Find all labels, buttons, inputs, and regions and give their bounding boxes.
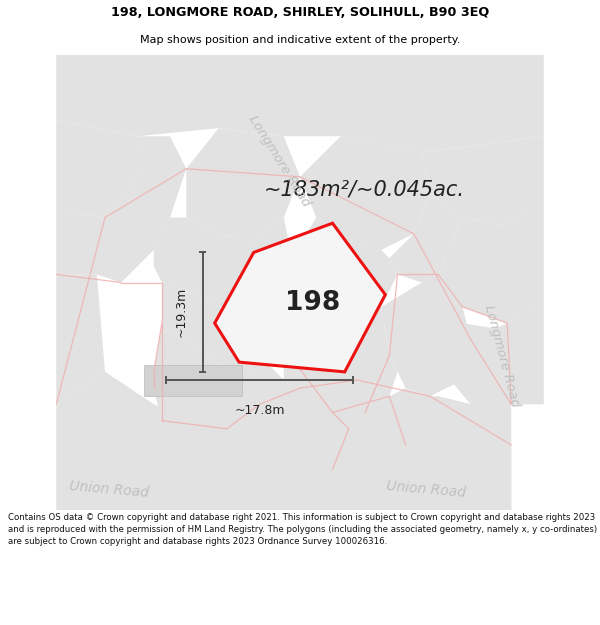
Text: ~17.8m: ~17.8m <box>234 404 284 418</box>
Text: 198: 198 <box>284 290 340 316</box>
Polygon shape <box>56 372 170 510</box>
Polygon shape <box>470 299 544 404</box>
Polygon shape <box>438 201 544 323</box>
Text: Longmore Road: Longmore Road <box>482 303 521 408</box>
Text: Contains OS data © Crown copyright and database right 2021. This information is : Contains OS data © Crown copyright and d… <box>8 514 597 546</box>
Text: Union Road: Union Road <box>386 479 466 500</box>
Text: Map shows position and indicative extent of the property.: Map shows position and indicative extent… <box>140 34 460 44</box>
Polygon shape <box>56 136 186 282</box>
Polygon shape <box>154 323 349 486</box>
Polygon shape <box>430 323 511 445</box>
Polygon shape <box>422 136 544 226</box>
Polygon shape <box>389 193 463 282</box>
Polygon shape <box>144 366 241 396</box>
Polygon shape <box>105 372 292 510</box>
Text: ~19.3m: ~19.3m <box>175 287 188 337</box>
Polygon shape <box>300 136 430 250</box>
Text: 198, LONGMORE ROAD, SHIRLEY, SOLIHULL, B90 3EQ: 198, LONGMORE ROAD, SHIRLEY, SOLIHULL, B… <box>111 6 489 19</box>
Polygon shape <box>389 388 511 510</box>
Polygon shape <box>227 380 406 510</box>
Polygon shape <box>215 223 385 372</box>
Polygon shape <box>251 264 339 331</box>
Polygon shape <box>154 364 349 486</box>
Polygon shape <box>284 217 398 323</box>
Polygon shape <box>56 274 105 404</box>
Polygon shape <box>162 282 300 372</box>
Polygon shape <box>373 396 511 510</box>
Polygon shape <box>56 120 146 218</box>
Text: ~183m²/~0.045ac.: ~183m²/~0.045ac. <box>263 179 464 199</box>
Text: Longmore Road: Longmore Road <box>247 112 313 209</box>
Polygon shape <box>154 217 292 315</box>
Polygon shape <box>186 128 300 242</box>
Polygon shape <box>381 274 479 396</box>
Text: Union Road: Union Road <box>69 479 149 500</box>
Polygon shape <box>56 55 544 152</box>
Polygon shape <box>227 380 406 510</box>
Polygon shape <box>227 380 373 510</box>
Polygon shape <box>284 307 398 412</box>
